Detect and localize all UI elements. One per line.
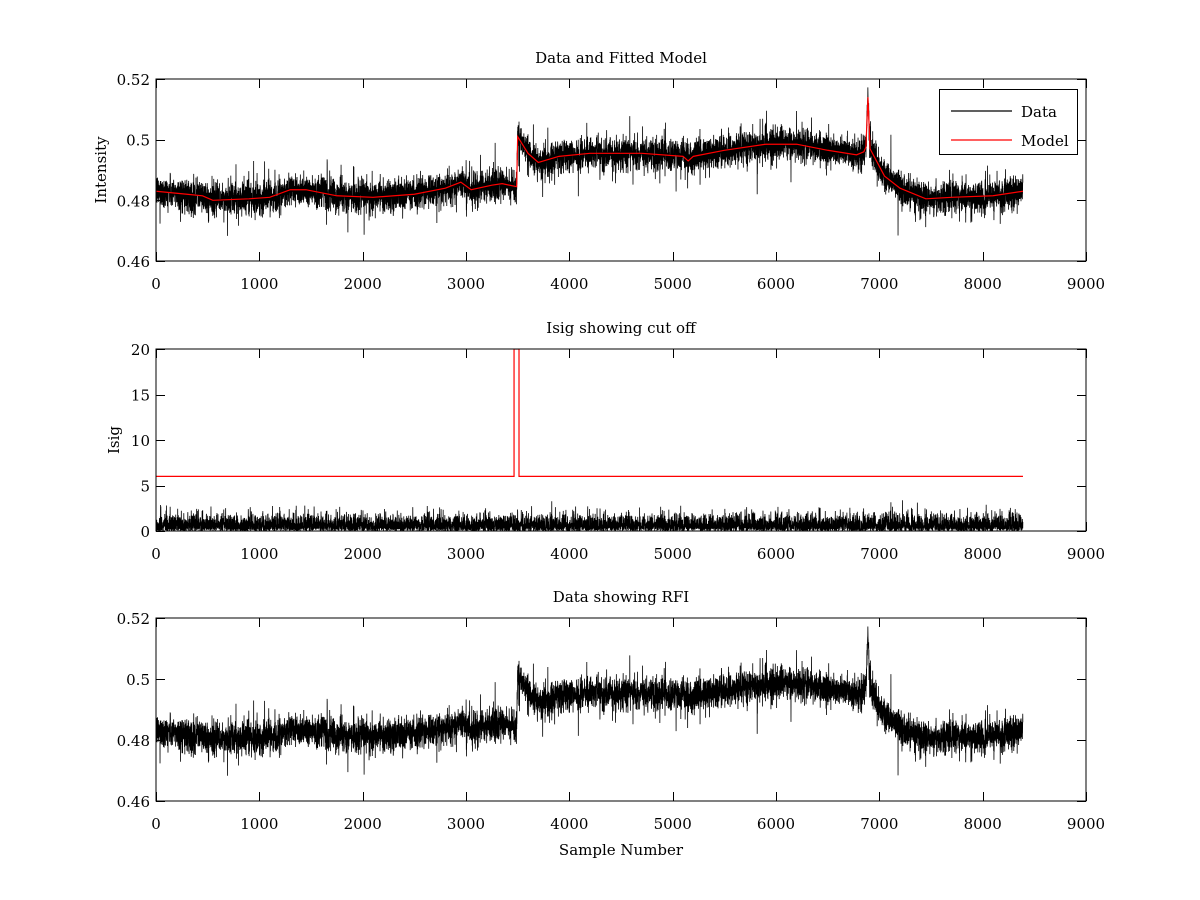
axes-box [155, 78, 1087, 262]
axes-box [155, 348, 1087, 532]
x-tick-label: 5000 [654, 545, 692, 563]
x-tick-label: 0 [151, 275, 161, 293]
y-tick-label: 0.5 [126, 671, 150, 689]
y-axis-label: Isig [105, 426, 123, 454]
x-tick-label: 9000 [1067, 275, 1105, 293]
y-tick-label: 20 [131, 341, 150, 359]
plot-area [156, 87, 1024, 236]
y-tick-label: 0 [140, 523, 150, 541]
x-tick-label: 2000 [344, 545, 382, 563]
x-tick-label: 7000 [860, 275, 898, 293]
y-tick-label: 10 [131, 432, 150, 450]
x-tick-label: 6000 [757, 815, 795, 833]
series-data [156, 87, 1024, 236]
x-tick-label: 5000 [654, 815, 692, 833]
y-axis-label: Intensity [92, 136, 110, 204]
y-tick-label: 0.52 [117, 71, 150, 89]
x-tick-label: 3000 [447, 275, 485, 293]
axes-title: Isig showing cut off [546, 319, 697, 337]
x-tick-label: 1000 [240, 275, 278, 293]
x-tick-label: 3000 [447, 815, 485, 833]
x-tick-label: 4000 [550, 275, 588, 293]
series-isig [156, 500, 1024, 531]
x-tick-label: 0 [151, 545, 161, 563]
x-tick-label: 4000 [550, 815, 588, 833]
plot-area [156, 626, 1024, 776]
x-tick-label: 7000 [860, 545, 898, 563]
axes-title: Data and Fitted Model [535, 49, 707, 67]
x-axis-label: Sample Number [559, 841, 684, 859]
plot-area [156, 349, 1024, 531]
y-tick-label: 0.52 [117, 610, 150, 628]
y-tick-label: 0.48 [117, 192, 150, 210]
axes-box [155, 617, 1087, 802]
x-tick-label: 1000 [240, 815, 278, 833]
x-tick-label: 5000 [654, 275, 692, 293]
x-tick-label: 0 [151, 815, 161, 833]
series-data [156, 626, 1024, 776]
x-tick-label: 4000 [550, 545, 588, 563]
x-tick-label: 3000 [447, 545, 485, 563]
legend-box [939, 89, 1078, 155]
axes-title: Data showing RFI [553, 588, 689, 606]
legend-label-data: Data [1021, 103, 1057, 121]
y-tick-label: 15 [131, 387, 150, 405]
x-tick-label: 8000 [964, 545, 1002, 563]
x-tick-label: 1000 [240, 545, 278, 563]
x-tick-label: 7000 [860, 815, 898, 833]
x-tick-label: 2000 [344, 815, 382, 833]
x-tick-label: 9000 [1067, 815, 1105, 833]
legend-label-model: Model [1021, 132, 1069, 150]
y-tick-label: 0.48 [117, 732, 150, 750]
axes-2: 0 1000 2000 3000 4000 5000 6000 7000 8000 9000 0 5 1… [105, 319, 1105, 563]
y-tick-label: 5 [140, 478, 150, 496]
x-tick-label: 8000 [964, 275, 1002, 293]
axes-3: 0 1000 2000 3000 4000 5000 6000 7000 8000 9000 0.4… [117, 588, 1106, 859]
y-tick-label: 0.5 [126, 132, 150, 150]
x-tick-label: 9000 [1067, 545, 1105, 563]
y-tick-label: 0.46 [117, 253, 150, 271]
axes-1: 0 1000 2000 3000 4000 5000 6000 7000 8000 9000 0.4… [92, 49, 1105, 293]
legend: Data Model [939, 89, 1078, 155]
x-tick-label: 6000 [757, 545, 795, 563]
x-tick-label: 2000 [344, 275, 382, 293]
y-tick-label: 0.46 [117, 793, 150, 811]
x-tick-label: 6000 [757, 275, 795, 293]
x-tick-label: 8000 [964, 815, 1002, 833]
series-cut-off [156, 349, 1023, 477]
series-model [156, 97, 1024, 201]
